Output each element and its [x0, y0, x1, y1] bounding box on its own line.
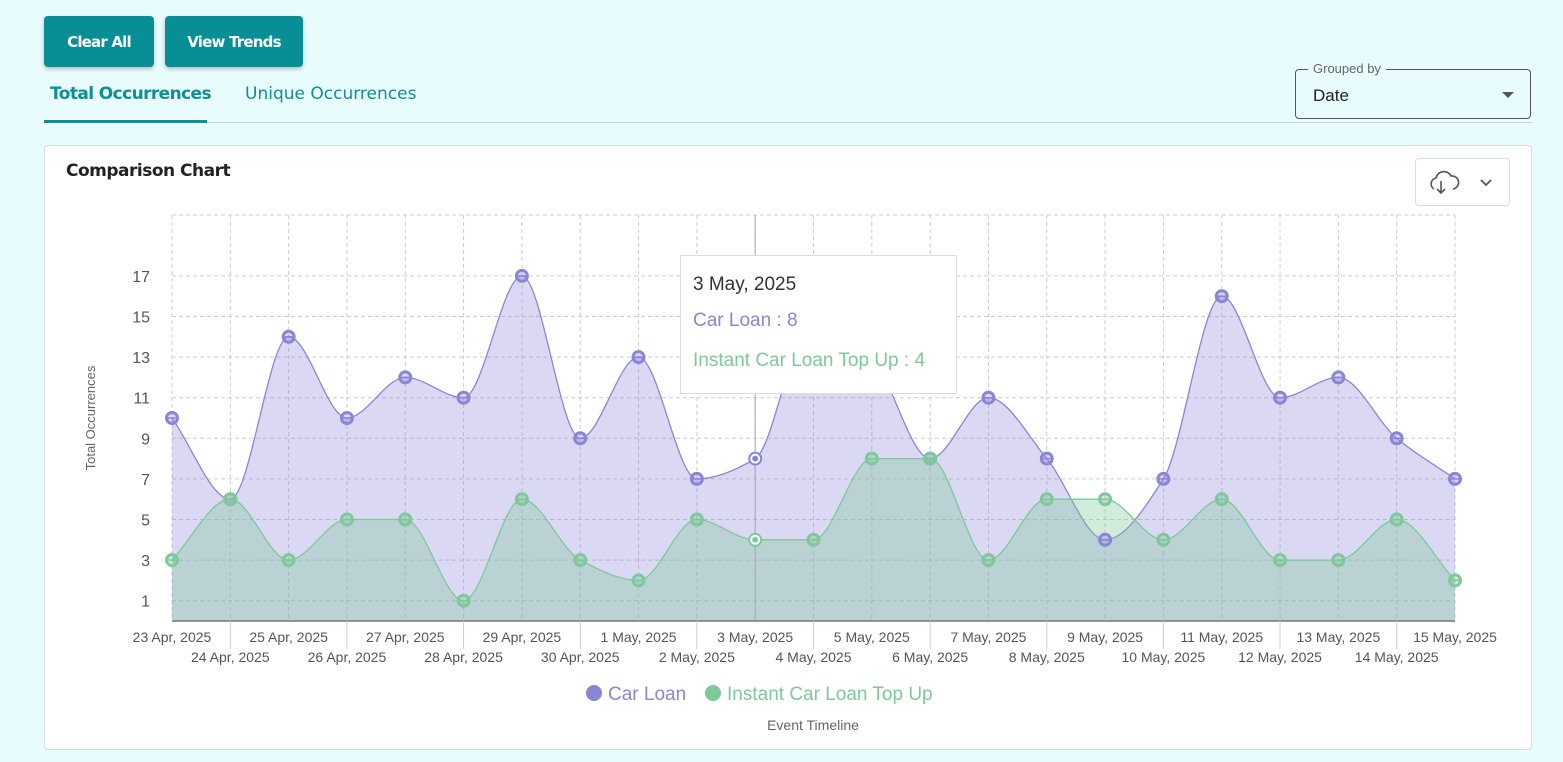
- x-tick-label: 5 May, 2025: [834, 629, 910, 645]
- area-0: [172, 275, 1455, 621]
- x-tick-label: 12 May, 2025: [1238, 649, 1322, 665]
- legend-label-top-up: Instant Car Loan Top Up: [727, 684, 933, 705]
- tab-unique-occurrences[interactable]: Unique Occurrences: [245, 84, 417, 104]
- y-tick-label: 5: [141, 513, 150, 530]
- x-tick-label: 26 Apr, 2025: [308, 649, 387, 665]
- tooltip-car-loan: Car Loan : 8: [693, 310, 798, 331]
- x-tick-label: 13 May, 2025: [1296, 629, 1380, 645]
- x-tick-label: 30 Apr, 2025: [541, 649, 620, 665]
- x-tick-label: 14 May, 2025: [1355, 649, 1439, 665]
- legend-marker-top-up: [705, 685, 721, 701]
- y-tick-label: 9: [141, 431, 150, 448]
- y-tick-label: 15: [132, 310, 150, 327]
- cloud-download-icon: [1430, 170, 1492, 195]
- y-tick-label: 1: [141, 594, 150, 611]
- x-tick-label: 28 Apr, 2025: [424, 649, 503, 665]
- y-tick-label: 7: [141, 472, 150, 489]
- x-tick-label: 9 May, 2025: [1067, 629, 1143, 645]
- chevron-down-icon: [1480, 179, 1492, 187]
- active-tab-indicator: [44, 120, 207, 123]
- y-tick-label: 13: [132, 350, 150, 367]
- tab-total-occurrences[interactable]: Total Occurrences: [50, 84, 212, 104]
- tooltip-date: 3 May, 2025: [693, 274, 797, 295]
- legend-marker-car-loan: [586, 685, 602, 701]
- grouped-by-label: Grouped by: [1308, 61, 1386, 76]
- legend-label-car-loan: Car Loan: [608, 684, 686, 705]
- comparison-chart-card: [44, 145, 1532, 750]
- y-tick-label: 11: [133, 391, 150, 408]
- x-tick-label: 29 Apr, 2025: [483, 629, 562, 645]
- x-tick-label: 1 May, 2025: [601, 629, 677, 645]
- grouped-by-value: Date: [1313, 86, 1349, 105]
- x-tick-label: 23 Apr, 2025: [133, 629, 212, 645]
- x-tick-label: 3 May, 2025: [717, 629, 793, 645]
- tab-divider: [44, 122, 1532, 123]
- x-tick-label: 25 Apr, 2025: [249, 629, 328, 645]
- x-tick-label: 11 May, 2025: [1180, 629, 1263, 645]
- dropdown-caret-icon: [1502, 92, 1514, 98]
- chart-tooltip: 3 May, 2025 Car Loan : 8 Instant Car Loa…: [680, 255, 957, 394]
- y-tick-label: 17: [132, 269, 150, 286]
- x-tick-label: 15 May, 2025: [1413, 629, 1497, 645]
- y-axis-title: Total Occurrences: [83, 365, 98, 470]
- x-tick-label: 6 May, 2025: [892, 649, 968, 665]
- tooltip-top-up: Instant Car Loan Top Up : 4: [693, 350, 926, 371]
- x-axis-title: Event Timeline: [767, 717, 859, 733]
- view-trends-button[interactable]: View Trends: [165, 16, 303, 67]
- x-tick-label: 24 Apr, 2025: [191, 649, 270, 665]
- data-point-active-dot: [752, 536, 759, 543]
- download-menu-button[interactable]: [1415, 158, 1510, 206]
- x-tick-label: 10 May, 2025: [1122, 649, 1206, 665]
- x-tick-label: 2 May, 2025: [659, 649, 735, 665]
- x-tick-label: 4 May, 2025: [775, 649, 851, 665]
- clear-all-button[interactable]: Clear All: [44, 16, 154, 67]
- chart-title: Comparison Chart: [66, 161, 231, 181]
- grouped-by-select[interactable]: Grouped by Date: [1295, 61, 1531, 119]
- x-tick-label: 8 May, 2025: [1009, 649, 1085, 665]
- x-tick-label: 27 Apr, 2025: [366, 629, 445, 645]
- y-tick-label: 3: [141, 553, 150, 570]
- x-tick-label: 7 May, 2025: [950, 629, 1026, 645]
- data-point-active-dot: [752, 455, 759, 462]
